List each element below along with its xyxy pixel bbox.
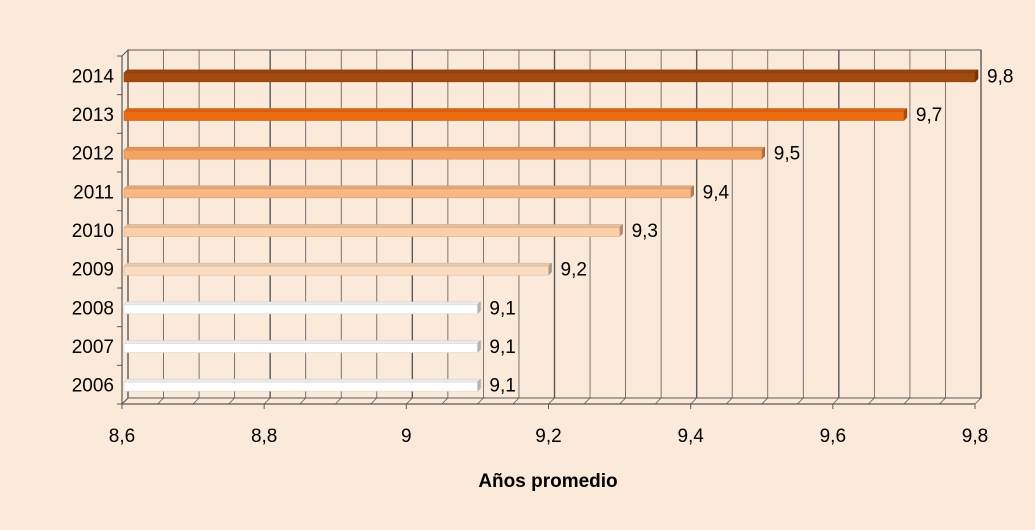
y-tick-label: 2007 [72, 337, 114, 358]
y-tick-label: 2013 [72, 105, 114, 126]
x-tick-label: 9 [401, 426, 412, 447]
floor-grid-line [868, 397, 875, 405]
y-tick-label: 2012 [72, 144, 114, 165]
data-label: 9,4 [703, 182, 730, 203]
grid-lines [121, 49, 982, 405]
bars [123, 69, 979, 392]
floor-grid-line [725, 397, 733, 405]
floor-grid-line [903, 397, 911, 405]
bar [123, 301, 482, 315]
bar [123, 107, 908, 122]
y-tick-label: 2010 [72, 221, 114, 242]
bar-front-face [123, 343, 478, 353]
bar-front-face [123, 149, 763, 160]
x-tick-label: 8,6 [109, 426, 135, 447]
floor-grid-line [832, 397, 840, 405]
data-label: 9,5 [774, 144, 800, 165]
bar-top-face [123, 146, 766, 151]
bar-front-face [123, 188, 691, 199]
bar-front-face [123, 111, 905, 121]
y-tick-label: 2011 [73, 182, 114, 203]
x-tick-label: 9,6 [820, 426, 846, 447]
bar [123, 185, 695, 199]
x-tick-label: 9,2 [535, 426, 561, 447]
y-tick-label: 2009 [72, 260, 114, 281]
bar-top-face [123, 340, 482, 344]
floor-grid-line [406, 397, 413, 405]
floor-grid-line [797, 397, 804, 405]
data-label: 9,1 [489, 298, 515, 319]
floor-grid-line [477, 397, 484, 405]
bar-top-face [123, 108, 908, 112]
data-label: 9,7 [916, 105, 942, 126]
floor-grid-line [619, 397, 626, 405]
bar [123, 146, 766, 160]
floor-grid-line [263, 397, 271, 405]
bar [123, 223, 624, 238]
bar-front-face [123, 381, 478, 392]
bar [123, 339, 482, 354]
y-tick-label: 2006 [72, 376, 114, 397]
y-tick-label: 2008 [72, 298, 114, 319]
data-label: 9,1 [489, 337, 515, 358]
y-tick-label: 2014 [72, 66, 115, 87]
floor-grid-line [370, 397, 378, 405]
bar-top-face [123, 69, 979, 74]
bar [123, 262, 553, 276]
data-label: 9,2 [561, 260, 587, 281]
bar-top-face [123, 378, 482, 383]
bar-front-face [123, 265, 549, 276]
floor-grid-line [654, 397, 662, 405]
floor-grid-line [690, 397, 697, 405]
x-tick-label: 9,8 [962, 426, 988, 447]
floor-grid-line [334, 397, 342, 405]
axes [117, 48, 976, 409]
bar-front-face [123, 72, 976, 83]
x-axis-title: Años promedio [478, 471, 617, 492]
bar-top-face [123, 301, 482, 306]
floor-grid-line [441, 397, 449, 405]
x-tick-label: 8,8 [251, 426, 277, 447]
floor-grid-line [299, 397, 306, 405]
bar-top-face [123, 262, 553, 267]
floor-grid-line [583, 397, 591, 405]
data-label: 9,1 [489, 376, 515, 397]
bar-front-face [123, 304, 478, 315]
y-tick-labels: 2006 2007 2008 2009 2010 2011 2012 2013 2014 [72, 66, 115, 396]
data-labels: 9,1 9,1 9,1 9,2 9,3 9,4 9,5 9,7 9,8 [489, 66, 1013, 396]
bar [123, 378, 482, 392]
floor-grid-line [939, 397, 946, 405]
floor-grid-line [157, 397, 164, 405]
x-tick-label: 9,4 [677, 426, 704, 447]
floor-grid-line [228, 397, 235, 405]
floor-grid-line [548, 397, 555, 405]
data-label: 9,3 [632, 221, 658, 242]
bar [123, 69, 979, 83]
bar-top-face [123, 185, 695, 190]
bar-top-face [123, 224, 624, 228]
floor-grid-line [761, 397, 769, 405]
floor-grid-line [512, 397, 520, 405]
bar-front-face [123, 227, 620, 237]
x-tick-labels: 8,6 8,8 9 9,2 9,4 9,6 9,8 [109, 426, 988, 447]
floor-grid-line [192, 397, 200, 405]
floor-grid-line [974, 397, 982, 405]
data-label: 9,8 [987, 66, 1013, 87]
